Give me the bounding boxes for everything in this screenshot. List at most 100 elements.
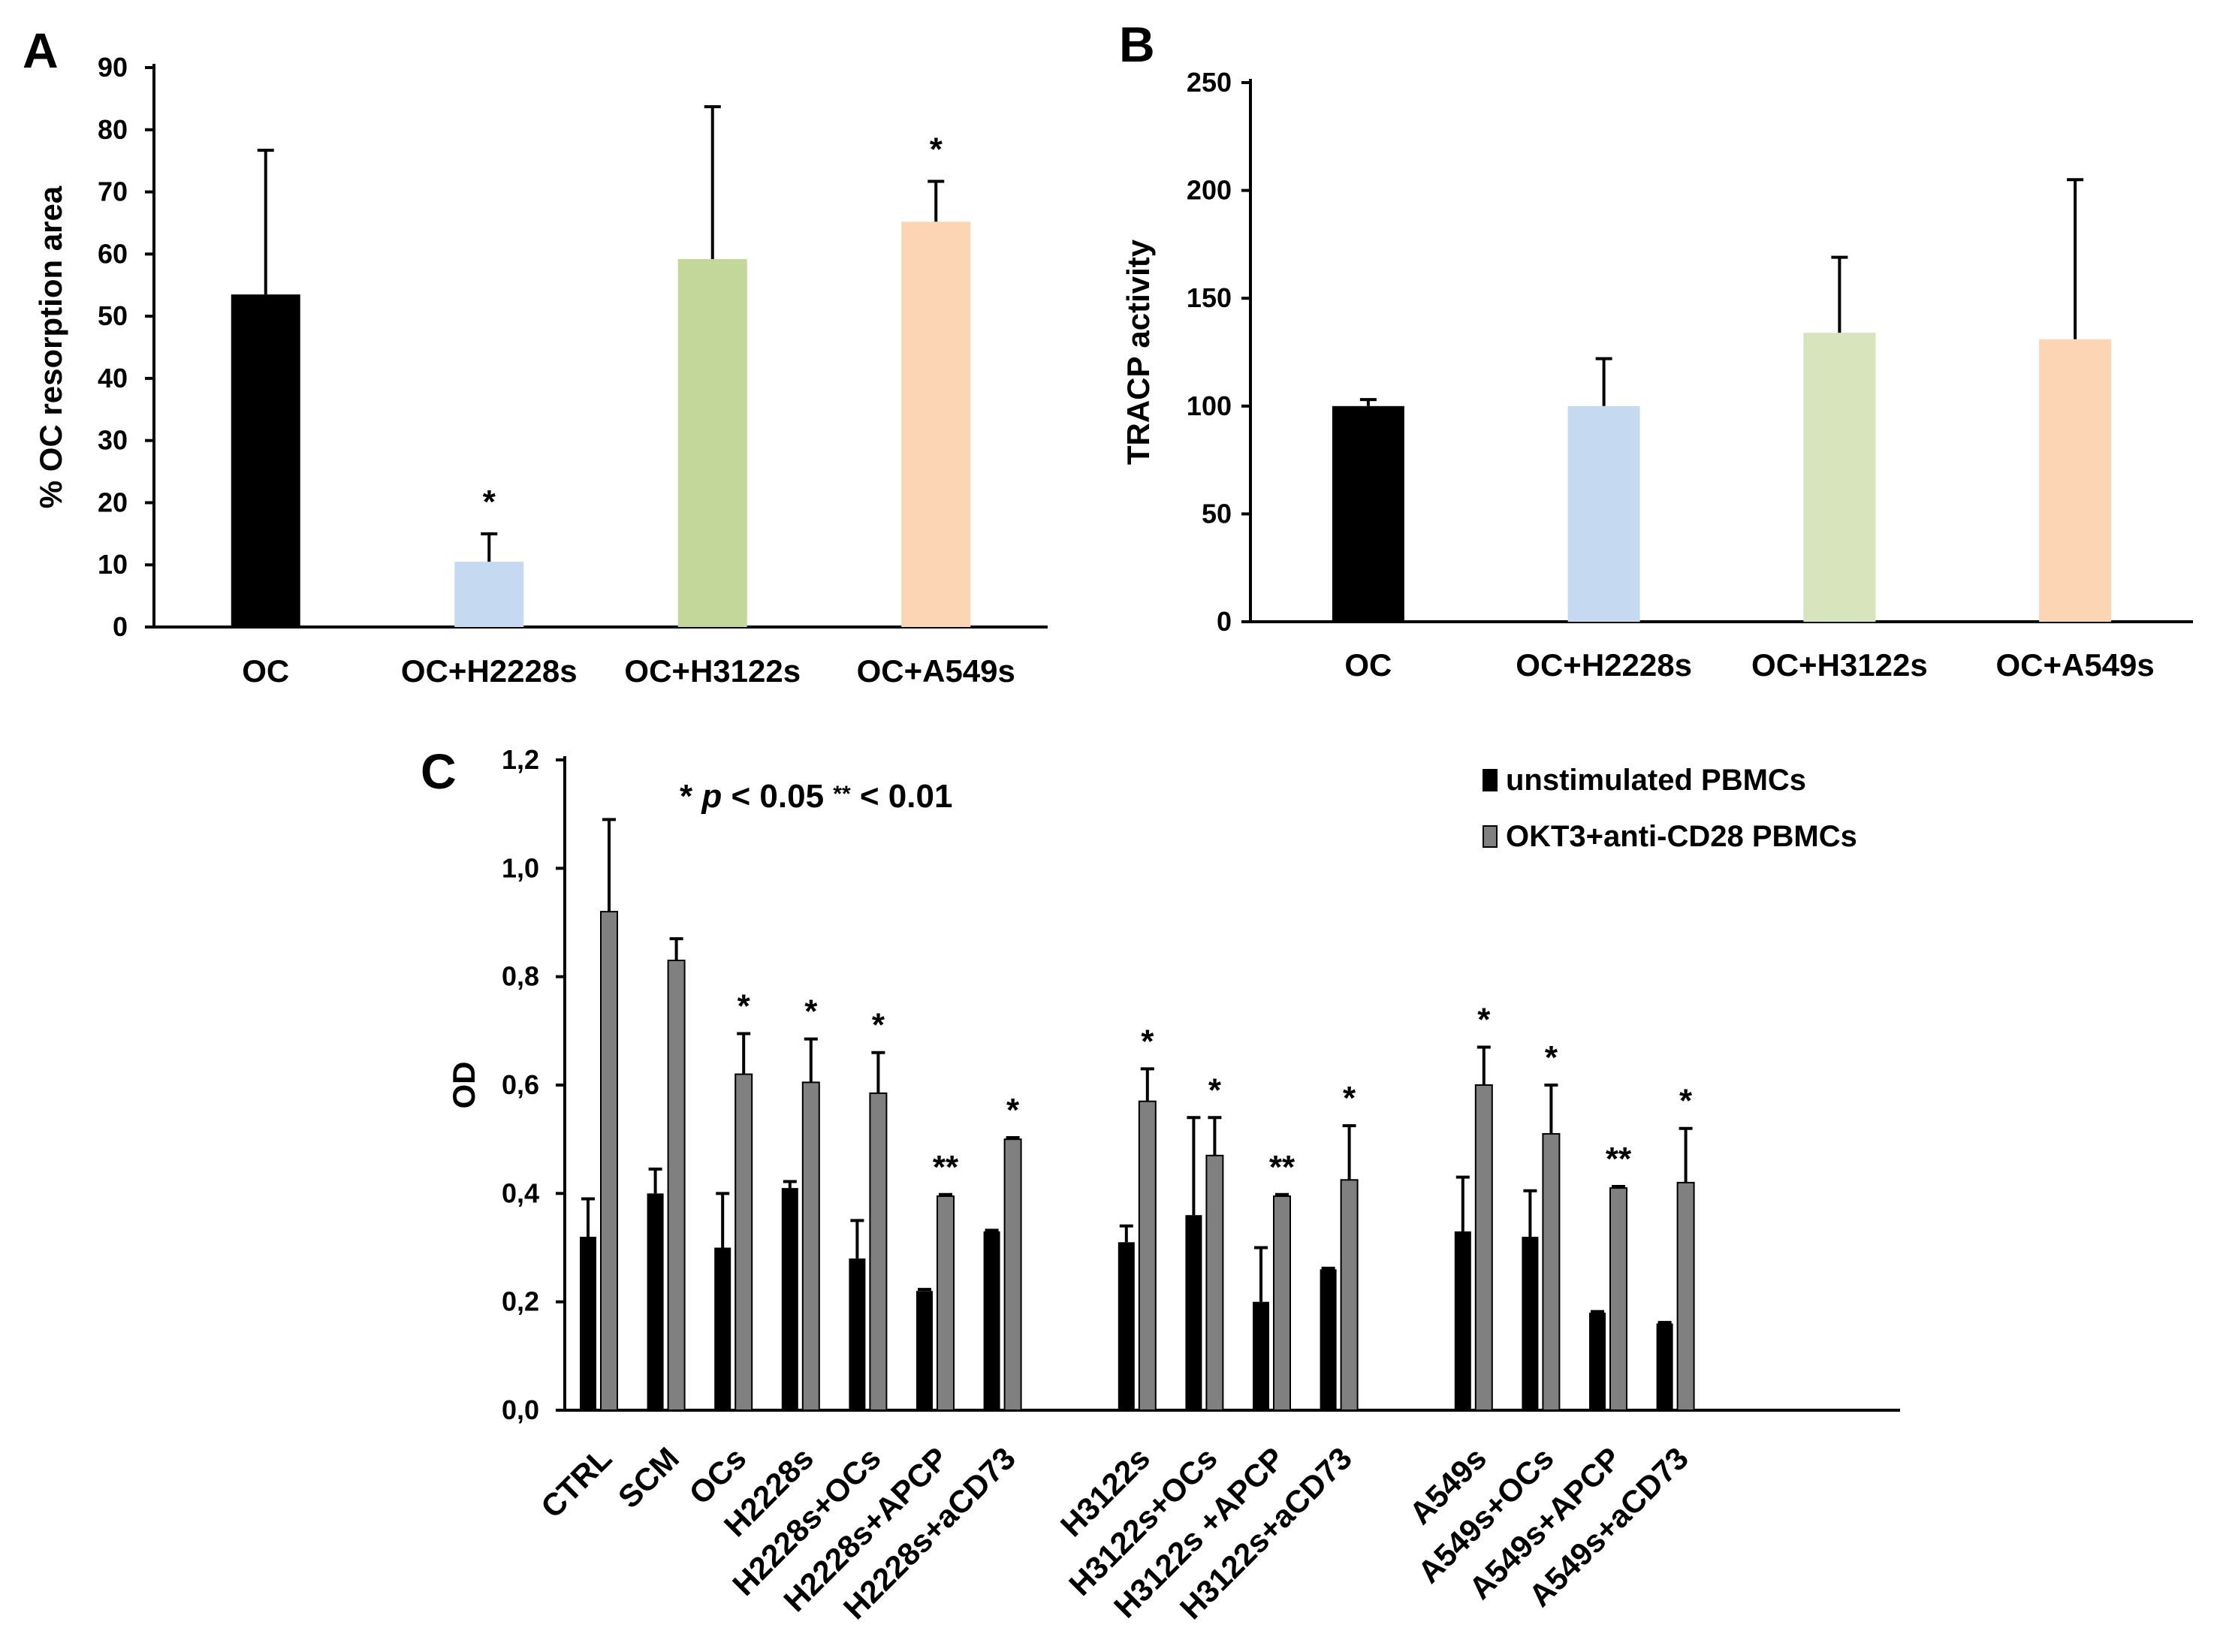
y-tick-label: 40: [98, 363, 128, 393]
x-category-label: OC+A549s: [1995, 647, 2154, 683]
x-category-label: OC+H2228s: [1516, 647, 1692, 683]
bar: [901, 222, 971, 627]
y-tick-label: 1,2: [502, 744, 539, 775]
y-tick-label: 20: [98, 487, 128, 517]
bar-unstimulated: [916, 1291, 933, 1410]
significance-note: * p < 0.05 ** < 0.01: [680, 778, 952, 815]
bar: [677, 258, 747, 627]
y-tick-label: 150: [1187, 282, 1232, 313]
bar-stimulated: [600, 911, 618, 1411]
bar-unstimulated: [1454, 1231, 1471, 1410]
legend-label-unstimulated: unstimulated PBMCs: [1506, 764, 1806, 797]
bar-stimulated: [1273, 1195, 1291, 1411]
legend-label-stimulated: OKT3+anti-CD28 PBMCs: [1506, 820, 1857, 853]
bar-unstimulated: [1320, 1269, 1337, 1410]
y-tick-label: 10: [98, 549, 128, 580]
bar-stimulated: [1542, 1132, 1561, 1411]
y-tick-label: 250: [1187, 67, 1232, 98]
bar-unstimulated: [647, 1193, 664, 1410]
bar-unstimulated: [1656, 1323, 1673, 1410]
y-axis-title: % OC resorption area: [33, 185, 68, 508]
panel-b: B 0 50 100 150 200 250 TRACP activity OC OC+H222…: [1119, 17, 2193, 683]
bar-stimulated: [801, 1081, 820, 1412]
x-category-label: OC: [242, 653, 289, 689]
y-tick-label: 50: [1202, 498, 1232, 529]
panel-a: A 0 10 20 30 40 50 60 70 80 90 % OC resorption are…: [23, 23, 1048, 689]
significance-star: **: [1269, 1149, 1296, 1186]
bar-stimulated: [937, 1195, 955, 1411]
y-tick-label: 70: [98, 176, 128, 207]
bar-unstimulated: [849, 1258, 866, 1410]
significance-star: *: [1208, 1072, 1222, 1108]
significance-star: *: [1141, 1023, 1154, 1060]
y-tick-label: 0,2: [502, 1286, 539, 1317]
bar: [1332, 405, 1404, 622]
y-axis-title: TRACP activity: [1121, 239, 1156, 465]
bar-stimulated: [734, 1073, 753, 1411]
panel-c-label: C: [421, 743, 457, 799]
x-category-label: OC+A549s: [857, 653, 1015, 689]
bar-unstimulated: [1522, 1237, 1539, 1410]
legend: unstimulated PBMCs OKT3+anti-CD28 PBMCs: [1483, 764, 1857, 853]
significance-star: *: [1477, 1001, 1491, 1038]
x-category-label: OC+H2228s: [401, 653, 578, 689]
y-tick-label: 60: [98, 238, 128, 269]
bar-unstimulated: [983, 1231, 1000, 1410]
bar-unstimulated: [1253, 1301, 1269, 1410]
y-tick-label: 30: [98, 425, 128, 456]
y-axis-title: OD: [446, 1062, 481, 1109]
significance-star: *: [930, 131, 943, 167]
bar-unstimulated: [1589, 1313, 1606, 1410]
panel-c: C * p < 0.05 ** < 0.01 unstimulated PBMC…: [421, 743, 1900, 1626]
panel-a-label: A: [23, 23, 59, 78]
bar-unstimulated: [1185, 1215, 1202, 1410]
bar: [231, 294, 300, 627]
y-tick-label: 90: [98, 52, 128, 83]
significance-star: *: [1343, 1080, 1356, 1117]
bar-stimulated: [1609, 1187, 1627, 1412]
y-tick-label: 0,6: [502, 1069, 539, 1100]
bar: [454, 562, 524, 627]
y-tick-label: 0: [1217, 606, 1232, 637]
bar-stimulated: [1474, 1084, 1493, 1411]
x-category-label: SCM: [611, 1440, 686, 1515]
x-category-label: OC+H3122s: [624, 653, 801, 689]
significance-star: **: [1606, 1141, 1632, 1177]
y-tick-label: 1,0: [502, 852, 539, 883]
bar: [1803, 333, 1876, 622]
significance-star: *: [1679, 1083, 1693, 1120]
y-tick-label: 0,8: [502, 961, 539, 992]
significance-star: *: [483, 484, 496, 520]
y-tick-label: 0,0: [502, 1394, 539, 1425]
y-tick-label: 200: [1187, 175, 1232, 206]
significance-star: *: [1006, 1092, 1020, 1129]
bar-stimulated: [1205, 1154, 1224, 1411]
bar-stimulated: [1676, 1181, 1695, 1412]
x-category-label: OC+H3122s: [1751, 647, 1928, 683]
bar-unstimulated: [1118, 1242, 1135, 1410]
bar-unstimulated: [714, 1247, 731, 1410]
y-tick-label: 100: [1187, 390, 1232, 421]
significance-star: *: [872, 1007, 885, 1044]
significance-star: *: [804, 993, 818, 1030]
panel-b-label: B: [1119, 17, 1155, 72]
bar-stimulated: [667, 960, 686, 1412]
legend-swatch-stimulated: [1483, 825, 1498, 848]
y-tick-label: 0: [113, 611, 128, 642]
bar-stimulated: [1340, 1179, 1359, 1411]
significance-star: **: [933, 1149, 959, 1186]
bar-stimulated: [1138, 1100, 1157, 1412]
bar-unstimulated: [580, 1237, 596, 1410]
y-tick-label: 50: [98, 300, 128, 331]
bar-unstimulated: [781, 1188, 798, 1410]
bar: [2039, 339, 2112, 622]
y-tick-label: 0,4: [502, 1177, 539, 1208]
y-tick-label: 80: [98, 114, 128, 145]
significance-star: *: [1545, 1039, 1558, 1076]
x-category-label: OC: [1344, 647, 1392, 683]
x-category-label: CTRL: [534, 1440, 618, 1524]
bar: [1567, 405, 1640, 622]
bar-stimulated: [869, 1092, 888, 1411]
legend-swatch-unstimulated: [1483, 769, 1498, 791]
